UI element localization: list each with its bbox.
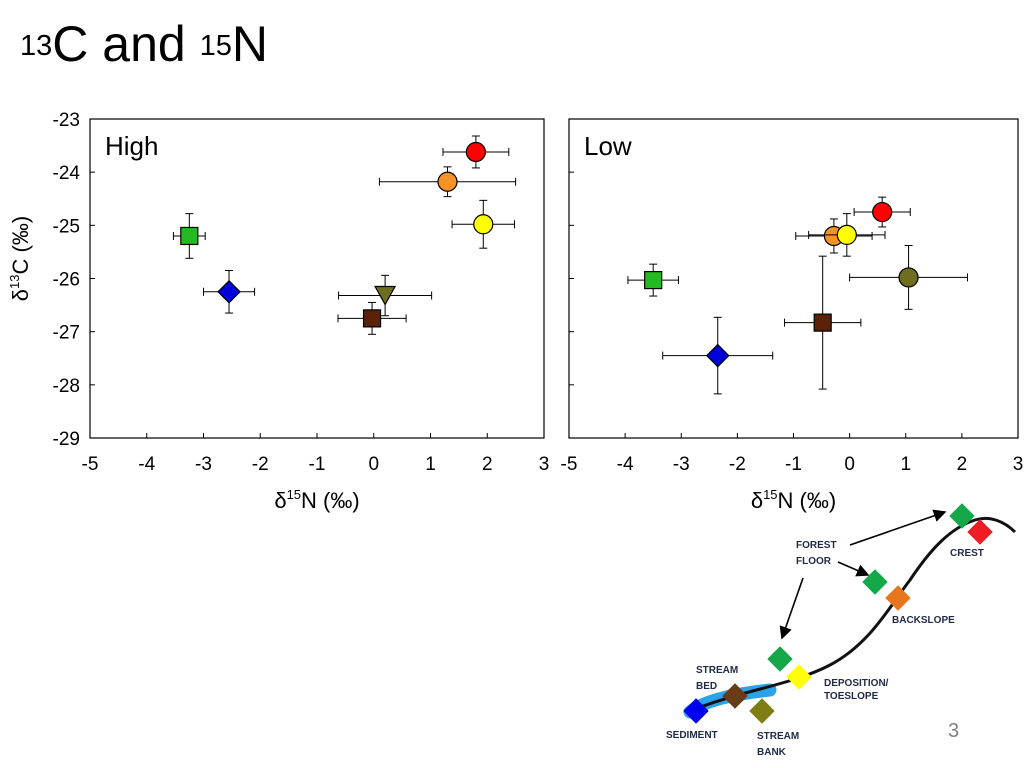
low-x-tick-label: 2 — [957, 454, 968, 475]
sediment-marker — [683, 698, 709, 724]
forest-floor-deposition-marker — [767, 646, 793, 672]
high-data-point — [451, 199, 515, 249]
high-x-tick-label: 2 — [482, 454, 493, 475]
low-square-marker — [813, 313, 832, 332]
title-c-text: C and — [52, 16, 200, 72]
high-square-marker — [362, 309, 382, 328]
low-data-point — [808, 213, 886, 257]
high-x-tick-label: -5 — [82, 454, 99, 475]
high-y-tick-label: -23 — [53, 110, 80, 131]
low-data-point — [784, 255, 862, 390]
forest-floor-arrow-deposition — [779, 577, 804, 640]
low-square-marker — [644, 270, 663, 290]
deposition-marker — [786, 664, 812, 690]
forest-floor-arrow-crest — [849, 509, 947, 546]
high-data-point — [338, 274, 433, 317]
title-n-text: N — [231, 16, 268, 72]
forest-floor-backslope-marker — [862, 569, 888, 595]
high-data-point — [172, 213, 206, 259]
high-x-tick-label: 1 — [425, 454, 436, 475]
high-x-tick-label: 3 — [539, 454, 550, 475]
high-data-point — [203, 270, 256, 314]
backslope-label: BACKSLOPE — [892, 615, 955, 626]
high-triangle-marker — [374, 285, 397, 306]
slide-title: 13C and 15N — [20, 14, 268, 74]
low-panel-title: Low — [584, 131, 632, 161]
stream-bed-label: STREAM BED — [696, 665, 738, 692]
high-y-tick-label: -25 — [53, 216, 80, 237]
crest-marker — [967, 519, 993, 545]
forest-floor-crest-marker — [949, 503, 975, 529]
low-x-axis-label: δ15N (‰) — [751, 487, 836, 513]
low-data-point — [849, 245, 968, 310]
title-c-isotope: 13 — [20, 30, 53, 62]
stream-bank-label: STREAM BANK — [757, 731, 799, 758]
low-diamond-marker — [705, 343, 730, 368]
low-x-tick-label: -5 — [561, 454, 578, 475]
low-panel: -5 -4 -3 -2 -1 0 1 2 3 Low δ15N (‰) — [561, 118, 1024, 513]
high-circle-marker — [473, 214, 494, 235]
high-y-tick-label: -28 — [53, 376, 80, 397]
title-n-isotope: 15 — [199, 30, 232, 62]
low-data-point — [662, 316, 774, 395]
high-x-axis-label: δ15N (‰) — [274, 487, 359, 513]
high-circle-marker — [437, 171, 458, 192]
high-panel-title: High — [105, 131, 158, 161]
low-circle-marker — [836, 224, 857, 246]
backslope-marker — [885, 585, 911, 611]
high-y-tick-label: -27 — [53, 323, 80, 344]
low-circle-marker — [898, 267, 919, 288]
high-x-tick-label: 0 — [368, 454, 379, 475]
high-x-tick-label: -2 — [252, 454, 269, 475]
crest-label: CREST — [950, 548, 984, 559]
page-number: 3 — [948, 720, 960, 742]
stream-bank-marker — [749, 698, 775, 724]
high-circle-marker — [465, 141, 486, 163]
low-data-point — [627, 263, 679, 297]
low-x-tick-label: 1 — [900, 454, 911, 475]
high-data-point — [378, 166, 517, 198]
high-y-axis-label: δ13C (‰) — [7, 216, 33, 301]
high-panel: -5 -4 -3 -2 -1 0 1 2 3 -23 -24 -25 -26 -27 -28 -29 High δ… — [7, 110, 549, 513]
high-x-tick-label: -3 — [195, 454, 212, 475]
high-x-tick-label: -1 — [309, 454, 326, 475]
high-y-tick-label: -26 — [53, 270, 80, 291]
high-data-point — [442, 135, 510, 169]
forest-floor-arrow-backslope — [837, 561, 870, 577]
sediment-label: SEDIMENT — [666, 730, 718, 741]
high-y-tick-label: -29 — [53, 429, 80, 450]
low-x-tick-label: -4 — [617, 454, 634, 475]
low-circle-marker — [872, 201, 893, 223]
forest-floor-label: FOREST FLOOR — [796, 540, 837, 567]
high-diamond-marker — [217, 279, 241, 304]
low-x-tick-label: -2 — [729, 454, 746, 475]
high-square-marker — [180, 226, 199, 246]
low-x-tick-label: -1 — [785, 454, 802, 475]
high-x-tick-label: -4 — [138, 454, 155, 475]
stream-bed-marker — [722, 683, 748, 709]
low-x-tick-label: 0 — [844, 454, 855, 475]
low-data-point — [853, 196, 911, 228]
high-y-tick-label: -24 — [53, 163, 81, 184]
low-x-tick-label: -3 — [673, 454, 690, 475]
high-data-point — [337, 301, 407, 335]
low-x-tick-label: 3 — [1013, 454, 1024, 475]
deposition-label: DEPOSITION/TOESLOPE — [824, 678, 889, 702]
